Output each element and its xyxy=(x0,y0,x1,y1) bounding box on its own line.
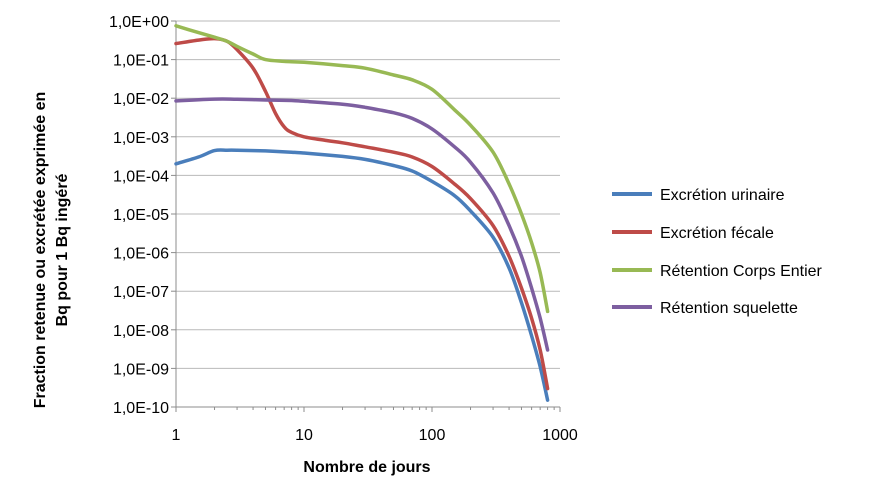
x-tick-label: 1 xyxy=(172,427,181,444)
y-tick-label: 1,0E-02 xyxy=(113,91,169,108)
y-tick-label: 1,0E-07 xyxy=(113,284,169,301)
y-tick-label: 1,0E-09 xyxy=(113,361,169,378)
grid-layer xyxy=(176,20,560,369)
legend-label-0: Excrétion urinaire xyxy=(660,187,785,204)
series-layer xyxy=(174,24,550,402)
x-tick-label: 100 xyxy=(419,427,446,444)
legend-label-2: Rétention Corps Entier xyxy=(660,263,823,280)
y-tick-label: 1,0E-03 xyxy=(113,130,169,147)
legend-label-1: Excrétion fécale xyxy=(660,225,774,242)
legend: Excrétion urinaire Excrétion fécale Réte… xyxy=(612,187,823,317)
legend-item: Excrétion urinaire xyxy=(612,187,785,204)
y-axis-title-line-2: Bq pour 1 Bq ingéré xyxy=(54,173,71,326)
y-tick-label: 1,0E-08 xyxy=(113,323,169,340)
legend-item: Excrétion fécale xyxy=(612,225,774,242)
series-line-1 xyxy=(174,36,550,391)
x-tick-label: 10 xyxy=(295,427,313,444)
y-tick-label: 1,0E-06 xyxy=(113,246,169,263)
y-tick-label: 1,0E-04 xyxy=(113,168,169,185)
y-tick-label: 1,0E-10 xyxy=(113,400,169,417)
x-tick-label: 1000 xyxy=(542,427,578,444)
y-tick-label: 1,0E+00 xyxy=(109,14,169,31)
y-tick-labels: 1,0E+00 1,0E-01 1,0E-02 1,0E-03 1,0E-04 1,0E-… xyxy=(109,14,169,417)
x-tick-labels: 1 10 100 1000 xyxy=(172,427,578,444)
x-axis-title: Nombre de jours xyxy=(303,459,430,476)
y-axis-title-line-1: Fraction retenue ou excrétée exprimée en xyxy=(32,92,49,409)
legend-item: Rétention squelette xyxy=(612,300,798,317)
series-line-0 xyxy=(174,148,550,402)
series-line-2 xyxy=(174,24,550,314)
axes-layer xyxy=(171,20,561,412)
y-tick-label: 1,0E-05 xyxy=(113,207,169,224)
legend-label-3: Rétention squelette xyxy=(660,300,798,317)
legend-item: Rétention Corps Entier xyxy=(612,263,823,280)
series-line-3 xyxy=(174,97,550,352)
y-tick-label: 1,0E-01 xyxy=(113,53,169,70)
